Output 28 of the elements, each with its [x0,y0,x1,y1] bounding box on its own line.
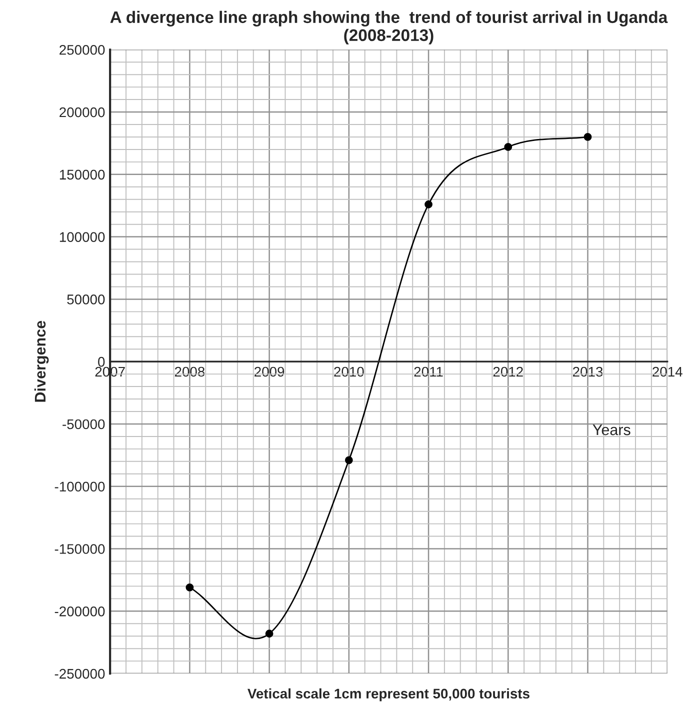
point [504,143,512,151]
x-tick-label: 2008 [174,366,205,377]
y-axis-title: Divergence [34,320,49,402]
y-tick-label: -150000 [54,544,105,554]
y-tick-label: 50000 [67,294,105,304]
y-tick-label: 150000 [60,170,105,180]
x-tick-label: 2010 [334,366,364,377]
y-tick-label: -200000 [54,606,105,616]
y-tick-label: 0 [98,356,105,367]
x-tick-label: 2011 [414,366,443,377]
x-axis-title: Years [592,424,630,436]
x-tick-label: 2014 [652,366,682,377]
point [424,200,432,208]
chart-title: A divergence line graph showing the trend of tourist arrival in Uganda (2008-2013) [110,10,668,44]
y-tick-label: 100000 [60,232,105,242]
text: Vetical scale 1cm represent 50,000 tourists [248,688,530,702]
x-tick-label: 2009 [254,366,284,377]
y-tick-label: -250000 [54,668,105,679]
point [265,630,274,638]
x-tick-label: 2012 [493,366,523,377]
point [186,583,194,592]
point [584,133,592,141]
y-tick-label: 250000 [60,44,105,55]
y-tick-label: -50000 [62,419,105,430]
x-tick-label: 2013 [573,366,603,377]
y-tick-label: -100000 [54,482,105,492]
point [344,456,353,464]
y-tick-label: 200000 [60,107,105,118]
